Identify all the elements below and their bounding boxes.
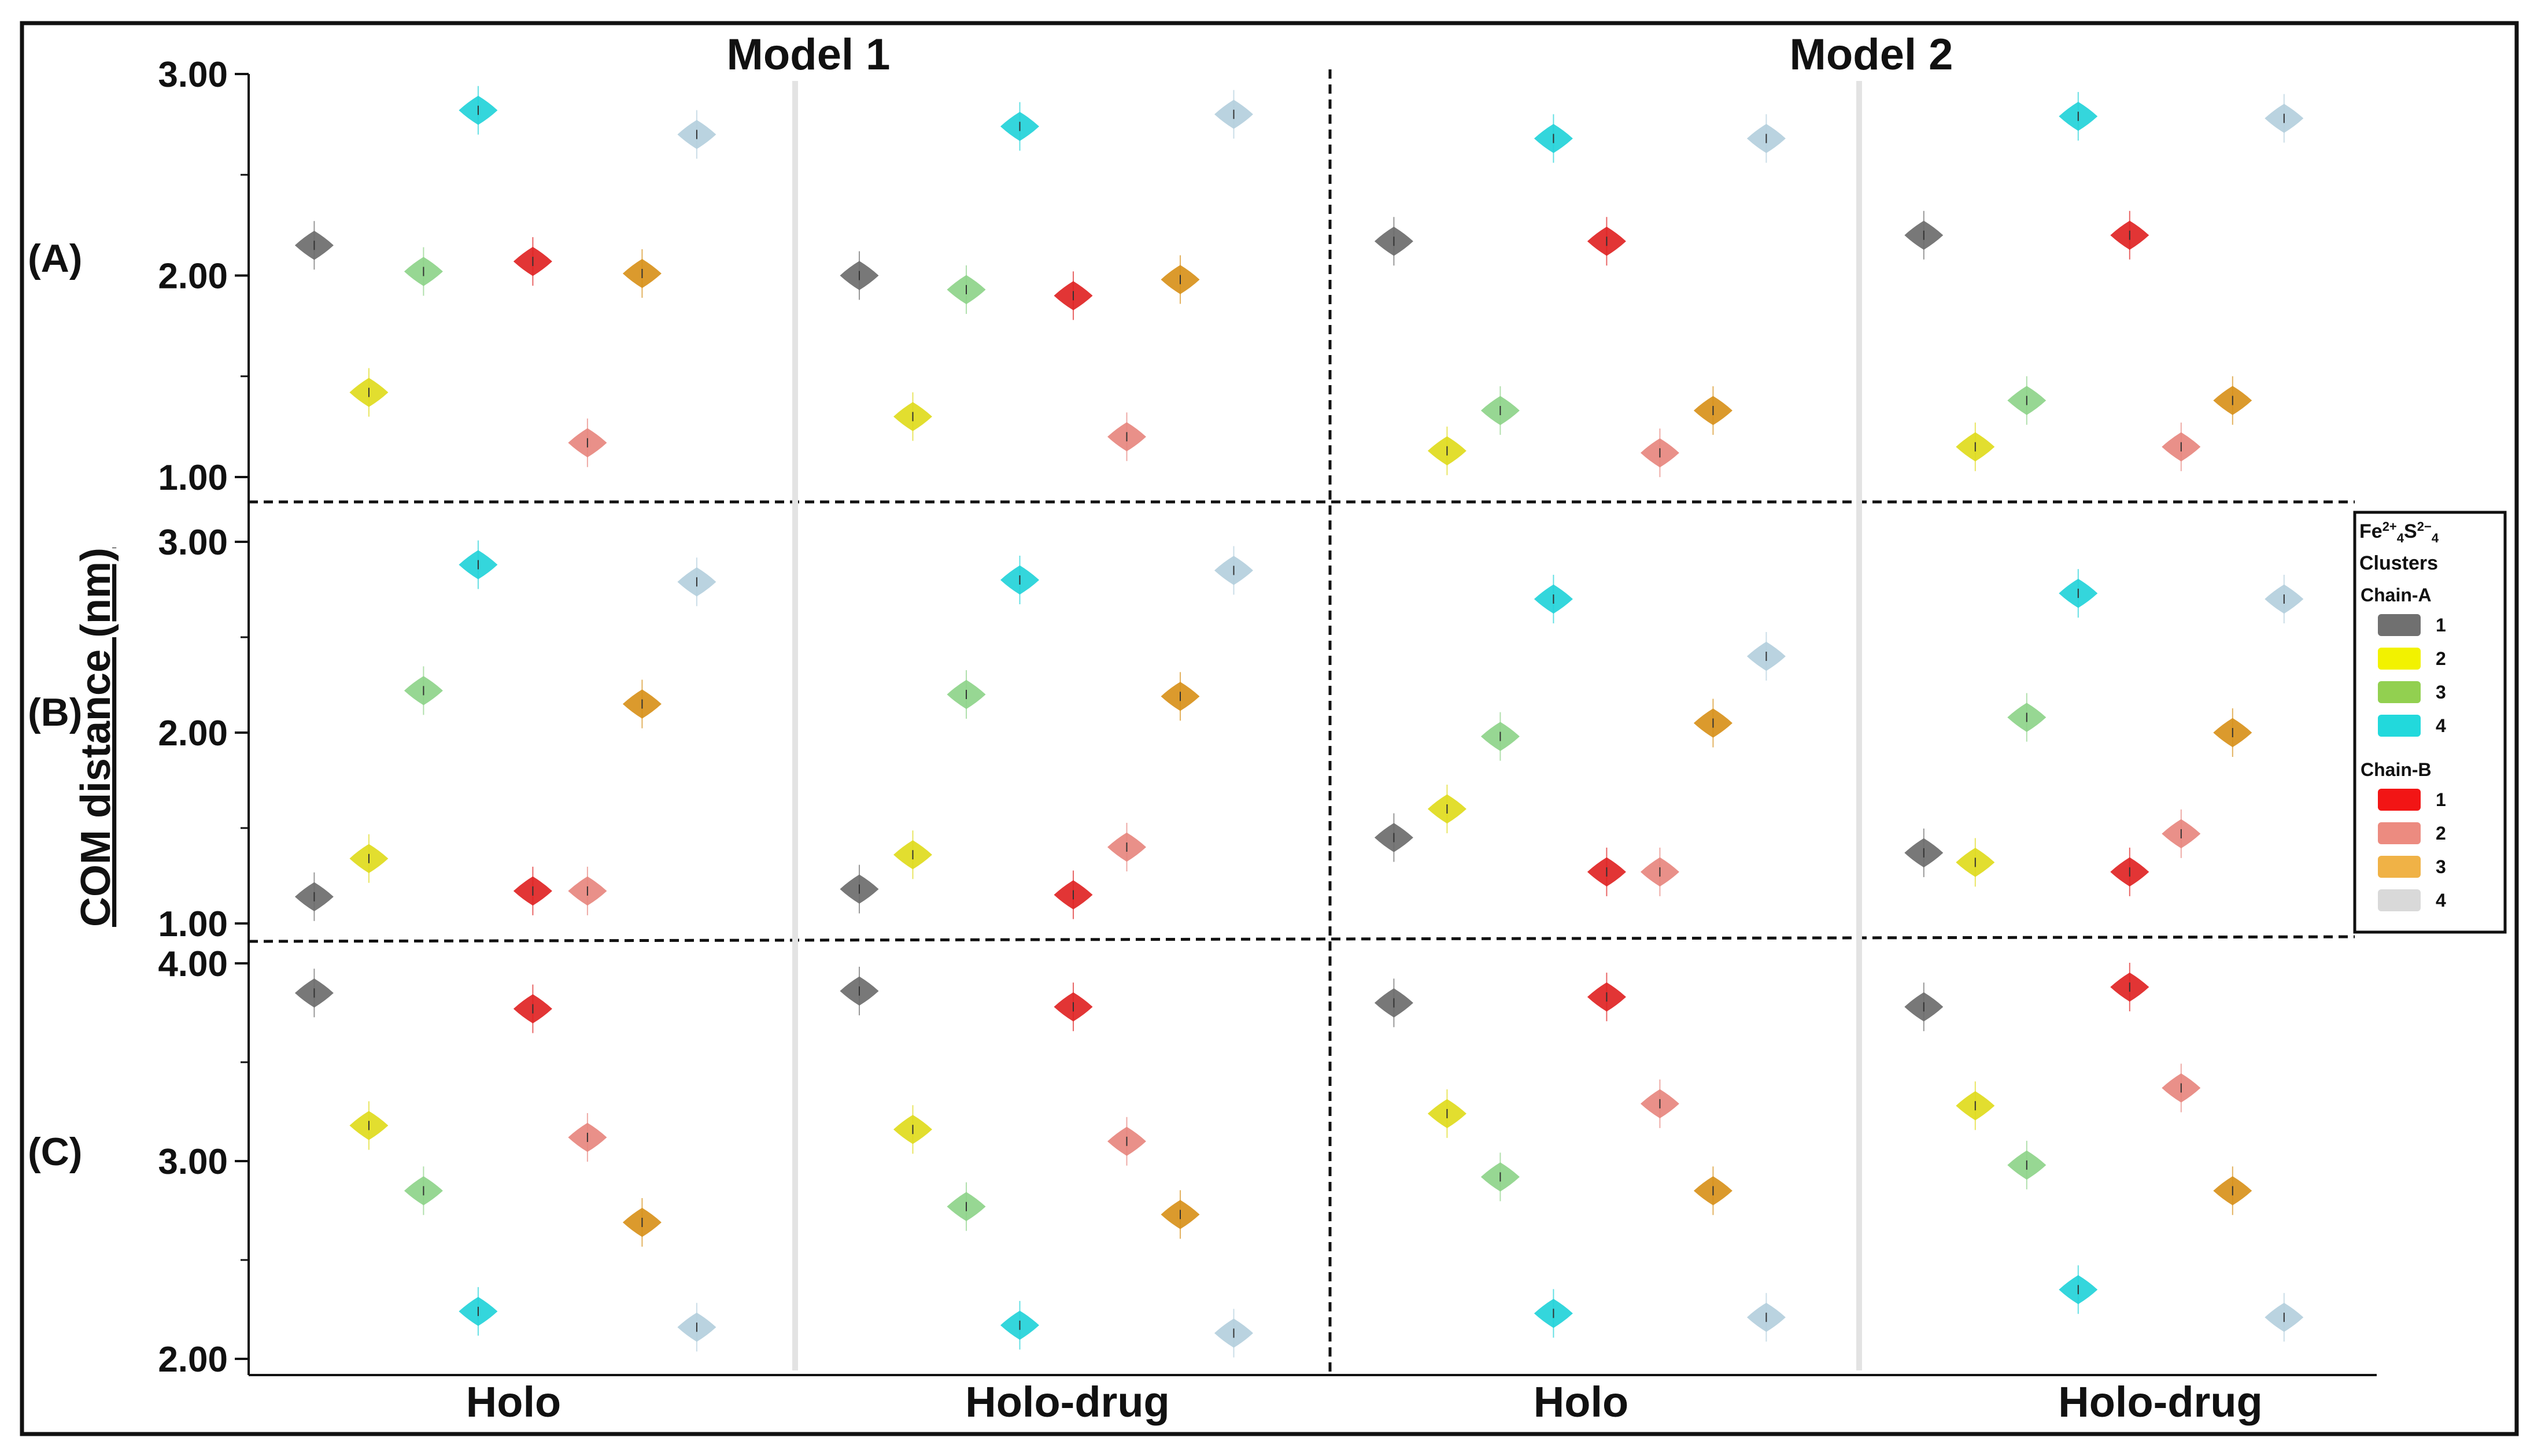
y-tick-label: 2.00: [158, 714, 228, 753]
y-tick-label: 1.00: [158, 458, 228, 498]
legend-item-label: 2: [2436, 648, 2446, 669]
legend-item-label: 2: [2436, 823, 2446, 844]
model-1-title: Model 1: [727, 30, 891, 79]
y-tick-label: 4.00: [158, 944, 228, 984]
x-label-model1-holo-drug: Holo-drug: [965, 1378, 1169, 1426]
legend-swatch: [2378, 648, 2421, 670]
x-label-model1-holo: Holo: [466, 1378, 561, 1426]
legend-item-label: 1: [2436, 789, 2446, 810]
figure-frame: [20, 21, 2519, 1436]
y-tick-label: 2.00: [158, 1340, 228, 1380]
y-tick-label: 3.00: [158, 55, 228, 95]
legend-item-label: 3: [2436, 856, 2446, 877]
panel-label-c: (C): [28, 1130, 82, 1174]
panel-label-a: (A): [28, 236, 82, 280]
legend-swatch: [2378, 889, 2421, 911]
legend-item-label: 1: [2436, 615, 2446, 635]
legend-box: [2353, 511, 2507, 934]
legend-subtitle: Clusters: [2359, 552, 2438, 574]
x-label-model2-holo: Holo: [1534, 1378, 1628, 1426]
x-label-model2-holo-drug: Holo-drug: [2058, 1378, 2262, 1426]
y-tick-label: 1.00: [158, 904, 228, 944]
legend-item-label: 4: [2436, 715, 2446, 736]
plot-layer: 3.002.001.003.002.001.004.003.002.00: [158, 55, 2377, 1380]
legend-swatch: [2378, 614, 2421, 636]
panel-divider-bc: [248, 935, 2355, 943]
panel-label-b: (B): [28, 690, 82, 734]
legend-swatch: [2378, 856, 2421, 878]
legend-swatch: [2378, 681, 2421, 703]
model-2-title: Model 2: [1790, 30, 1953, 79]
y-axis-title: COM distance (nm): [73, 548, 119, 927]
legend-swatch: [2378, 822, 2421, 844]
y-tick-label: 3.00: [158, 523, 228, 563]
legend-swatch: [2378, 789, 2421, 811]
legend-group-label: Chain-A: [2361, 585, 2432, 605]
legend: Fe2+4S2−4 Clusters Chain-A1234Chain-B123…: [2353, 511, 2507, 934]
legend-group-label: Chain-B: [2361, 759, 2432, 780]
y-tick-label: 2.00: [158, 257, 228, 297]
y-tick-label: 3.00: [158, 1142, 228, 1182]
legend-item-label: 4: [2436, 890, 2446, 911]
legend-title: Fe2+4S2−4: [2359, 519, 2439, 545]
legend-item-label: 3: [2436, 682, 2446, 703]
legend-swatch: [2378, 715, 2421, 737]
